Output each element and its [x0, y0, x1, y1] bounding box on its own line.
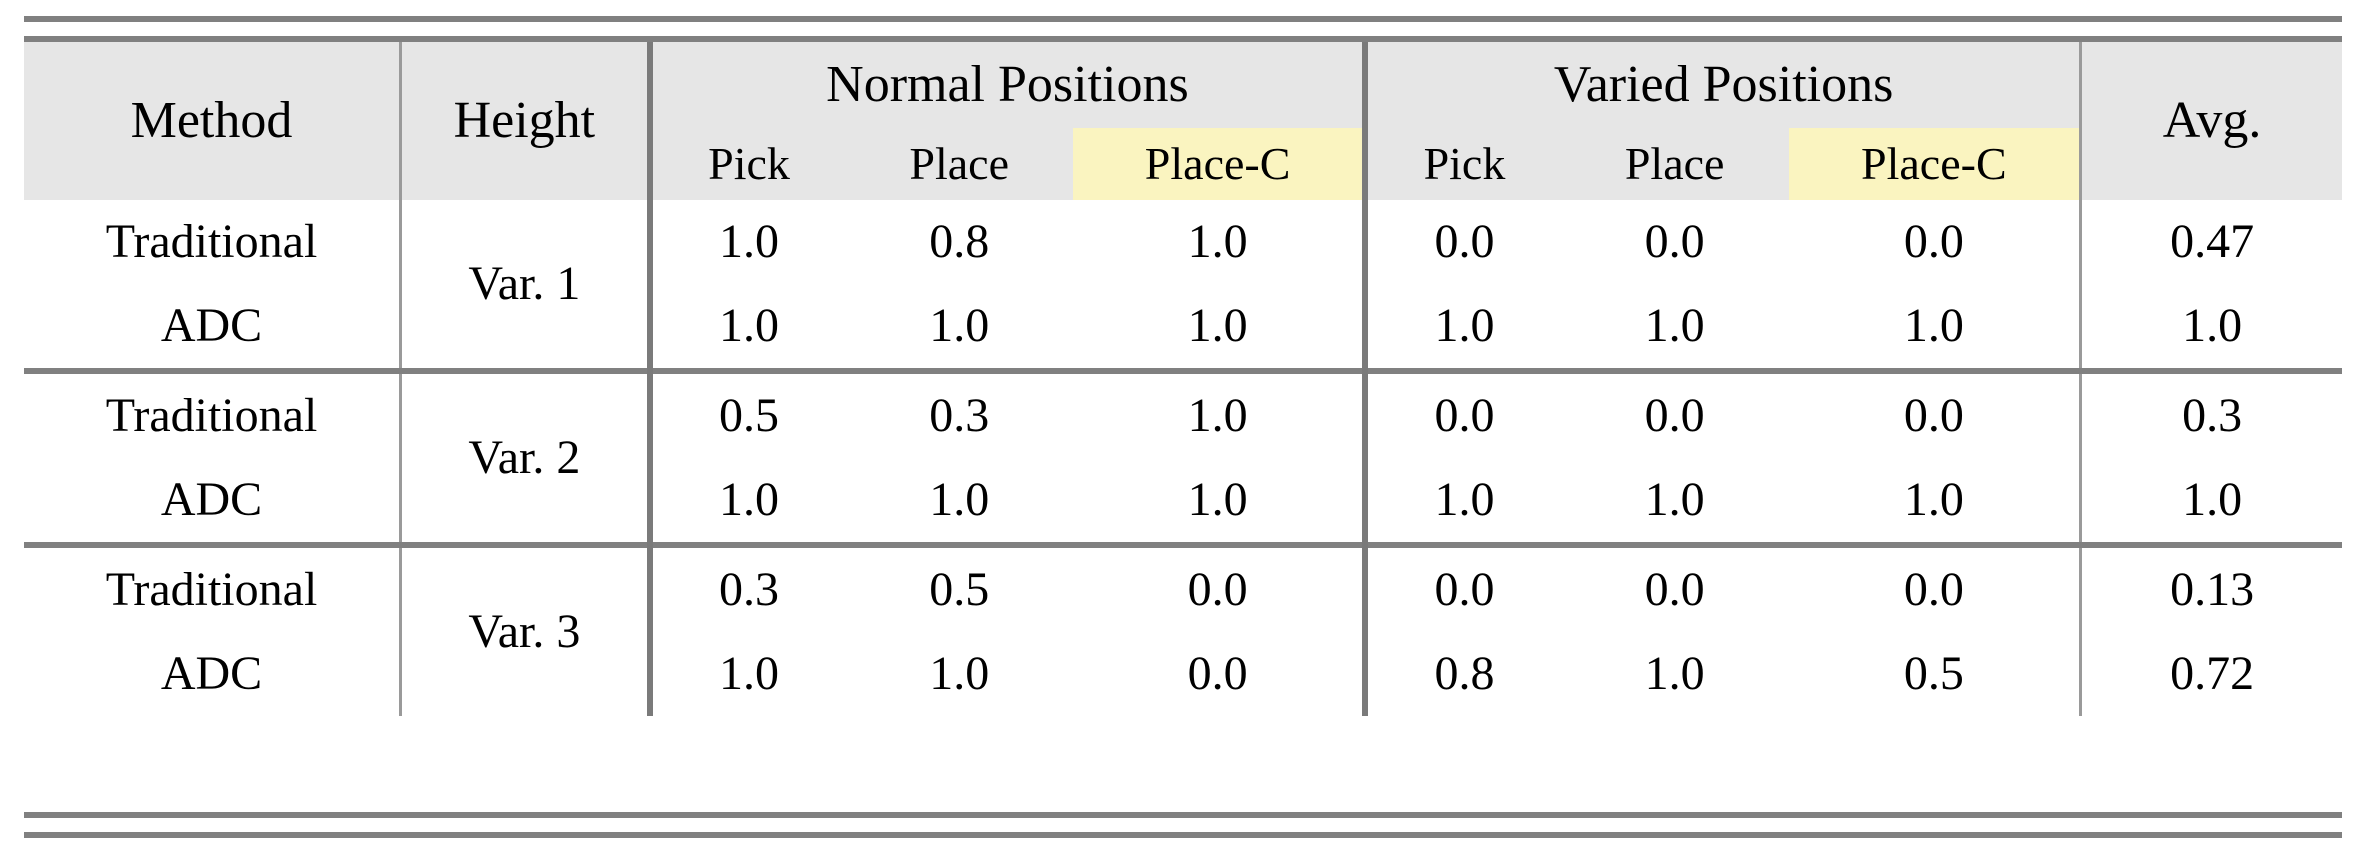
cell-height: Var. 1 [398, 200, 650, 371]
cell-normal-place-c: 1.0 [1073, 284, 1366, 371]
cell-varied-place-c: 0.0 [1788, 542, 2081, 632]
cell-varied-place-c: 1.0 [1788, 458, 2081, 545]
cell-varied-place-c: 1.0 [1788, 284, 2081, 371]
column-header-normal-place: Place [845, 128, 1074, 200]
bottom-inner-rule [24, 812, 2342, 818]
cell-varied-pick: 0.8 [1362, 632, 1561, 716]
column-header-height: Height [398, 42, 650, 200]
table-head: Method Height Normal Positions Varied Po… [24, 42, 2342, 200]
bottom-outer-rule [24, 832, 2342, 838]
cell-height: Var. 3 [398, 542, 650, 716]
cell-normal-place: 0.5 [845, 542, 1074, 632]
cell-normal-pick: 1.0 [646, 458, 846, 545]
cell-varied-pick: 0.0 [1362, 368, 1561, 458]
cell-normal-place: 0.3 [845, 368, 1074, 458]
cell-normal-place: 1.0 [845, 284, 1074, 371]
cell-varied-pick: 1.0 [1362, 458, 1561, 545]
table-row: ADC 1.0 1.0 1.0 1.0 1.0 1.0 1.0 [24, 284, 2342, 371]
cell-normal-pick: 0.3 [646, 542, 846, 632]
cell-varied-pick: 0.0 [1362, 542, 1561, 632]
column-header-avg: Avg. [2079, 42, 2342, 200]
cell-varied-place-c: 0.0 [1788, 200, 2081, 284]
cell-normal-place: 0.8 [845, 200, 1074, 284]
cell-normal-place: 1.0 [845, 458, 1074, 545]
cell-method: ADC [24, 632, 401, 716]
cell-method: ADC [24, 458, 401, 545]
cell-method: Traditional [24, 200, 401, 284]
table-row: Traditional Var. 2 0.5 0.3 1.0 0.0 0.0 0.0 0.3 [24, 368, 2342, 545]
header-row-groups: Method Height Normal Positions Varied Po… [24, 42, 2342, 200]
cell-varied-pick: 1.0 [1362, 284, 1561, 371]
cell-method: ADC [24, 284, 401, 371]
cell-normal-place-c: 1.0 [1073, 200, 1366, 284]
column-header-varied-place: Place [1560, 128, 1789, 200]
cell-avg: 0.13 [2079, 542, 2342, 632]
header-row-subcolumns: Pick Place Place-C Pick Place Place-C [24, 128, 2342, 200]
top-outer-rule [24, 16, 2342, 22]
cell-normal-place-c: 0.0 [1073, 632, 1366, 716]
cell-avg: 1.0 [2079, 284, 2342, 371]
cell-normal-pick: 1.0 [646, 632, 846, 716]
cell-varied-place: 1.0 [1560, 632, 1789, 716]
cell-avg: 0.47 [2079, 200, 2342, 284]
cell-normal-place-c: 1.0 [1073, 458, 1366, 545]
cell-normal-place-c: 0.0 [1073, 542, 1366, 632]
cell-method: Traditional [24, 542, 401, 632]
cell-normal-place-c: 1.0 [1073, 368, 1366, 458]
cell-varied-place: 0.0 [1560, 200, 1789, 284]
column-header-normal-place-c: Place-C [1073, 128, 1366, 200]
column-header-method: Method [24, 42, 401, 200]
cell-varied-place: 0.0 [1560, 368, 1789, 458]
table-body: Traditional Var. 1 1.0 0.8 1.0 0.0 0.0 0.0 0.47 A… [24, 200, 2342, 716]
table-row: ADC 1.0 1.0 0.0 0.8 1.0 0.5 0.72 [24, 632, 2342, 716]
cell-varied-pick: 0.0 [1362, 200, 1561, 284]
column-header-normal-pick: Pick [646, 128, 846, 200]
table-row: Traditional Var. 1 1.0 0.8 1.0 0.0 0.0 0.0 0.47 [24, 200, 2342, 371]
cell-varied-place: 1.0 [1560, 284, 1789, 371]
column-group-header-normal-positions: Normal Positions [646, 42, 1366, 128]
results-table: Method Height Normal Positions Varied Po… [24, 42, 2342, 716]
cell-avg: 0.72 [2079, 632, 2342, 716]
cell-varied-place-c: 0.5 [1788, 632, 2081, 716]
table-row: ADC 1.0 1.0 1.0 1.0 1.0 1.0 1.0 [24, 458, 2342, 545]
cell-avg: 0.3 [2079, 368, 2342, 458]
cell-varied-place: 1.0 [1560, 458, 1789, 545]
cell-avg: 1.0 [2079, 458, 2342, 545]
cell-normal-pick: 0.5 [646, 368, 846, 458]
column-header-varied-pick: Pick [1362, 128, 1561, 200]
column-header-varied-place-c: Place-C [1788, 128, 2081, 200]
cell-normal-pick: 1.0 [646, 200, 846, 284]
cell-normal-pick: 1.0 [646, 284, 846, 371]
column-group-header-varied-positions: Varied Positions [1362, 42, 2081, 128]
cell-varied-place: 0.0 [1560, 542, 1789, 632]
table-row: Traditional Var. 3 0.3 0.5 0.0 0.0 0.0 0.0 0.13 [24, 542, 2342, 716]
cell-method: Traditional [24, 368, 401, 458]
cell-varied-place-c: 0.0 [1788, 368, 2081, 458]
cell-normal-place: 1.0 [845, 632, 1074, 716]
top-inner-rule [24, 36, 2342, 42]
cell-height: Var. 2 [398, 368, 650, 545]
